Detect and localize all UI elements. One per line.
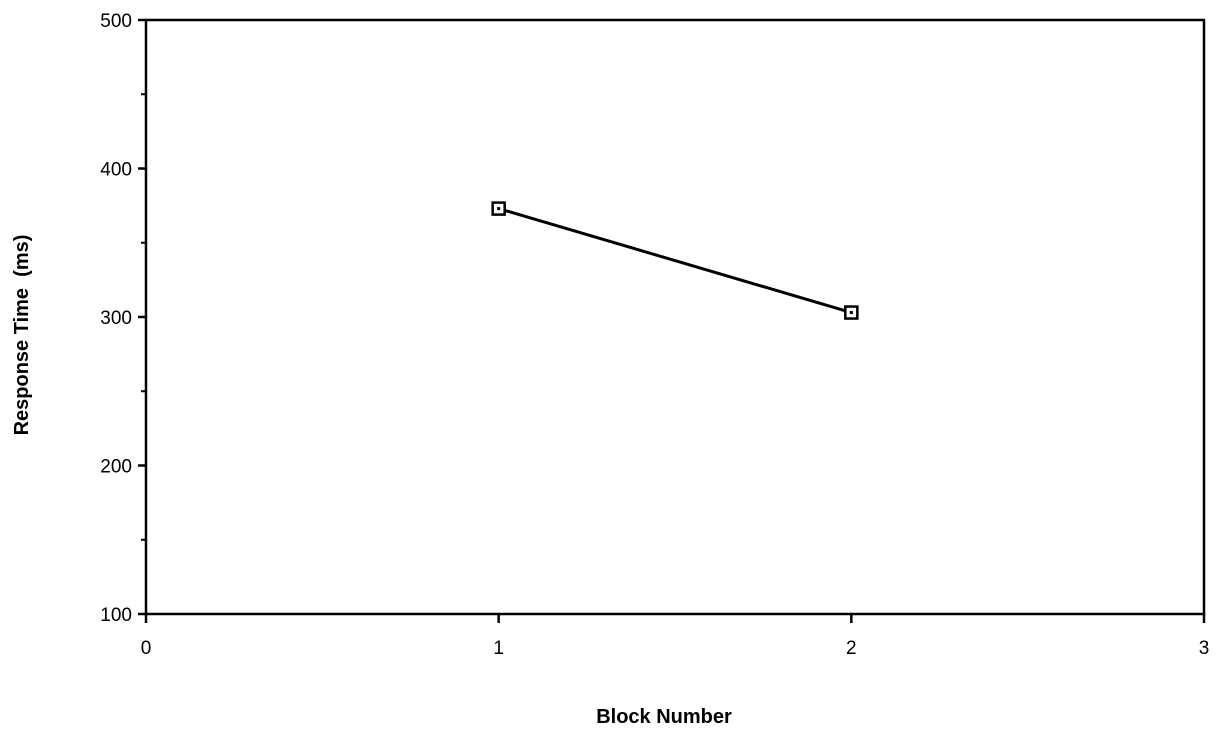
x-axis-title: Block Number: [596, 706, 732, 728]
x-tick-label: 3: [1199, 638, 1210, 659]
y-tick-label: 500: [100, 11, 132, 32]
data-point-marker-center: [849, 311, 853, 315]
y-tick-label: 200: [100, 457, 132, 478]
y-tick-label: 300: [100, 308, 132, 329]
ticks-layer: 100 200 300 400 500 0 1 2 3: [100, 11, 1209, 659]
series-line: [498, 207, 852, 314]
plot-frame: [144, 18, 1206, 616]
x-tick-label: 1: [493, 638, 504, 659]
series-layer: [491, 201, 859, 320]
x-tick-label: 0: [141, 638, 152, 659]
y-tick-label: 100: [100, 605, 132, 626]
y-axis-title: Response Time (ms): [11, 235, 33, 436]
x-tick-label: 2: [846, 638, 857, 659]
data-point-marker-center: [497, 207, 501, 211]
y-tick-label: 400: [100, 160, 132, 181]
